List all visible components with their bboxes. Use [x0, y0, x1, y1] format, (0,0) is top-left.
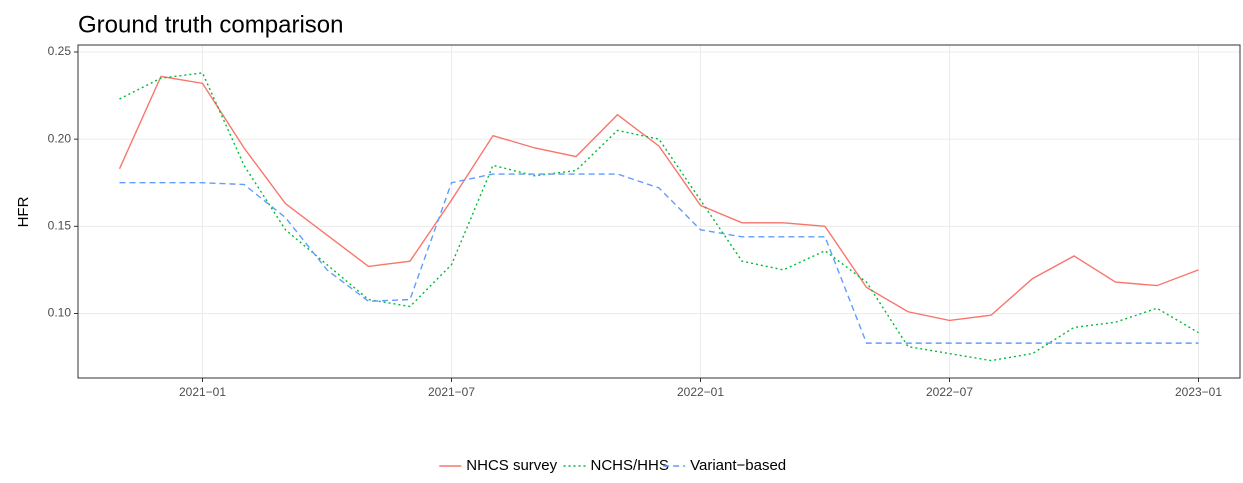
series-line	[118, 75, 1199, 322]
x-tick-label: 2022−01	[677, 385, 724, 399]
legend-label: Variant−based	[690, 457, 786, 474]
legend-label: NHCS survey	[466, 457, 557, 474]
y-tick-label: 0.10	[48, 306, 72, 320]
y-tick-label: 0.20	[48, 131, 72, 145]
y-tick-label: 0.25	[48, 44, 72, 58]
y-tick-label: 0.15	[48, 218, 72, 232]
y-axis-label: HFR	[15, 196, 32, 227]
legend-label: NCHS/HHS	[591, 457, 669, 474]
plot-border	[77, 44, 1241, 379]
x-tick-label: 2023−01	[1175, 385, 1222, 399]
series-line	[119, 72, 1199, 362]
series-line	[119, 173, 1199, 344]
x-tick-label: 2021−07	[428, 385, 475, 399]
x-tick-label: 2021−01	[179, 385, 226, 399]
chart-title: Ground truth comparison	[78, 11, 343, 38]
x-tick-label: 2022−07	[926, 385, 973, 399]
